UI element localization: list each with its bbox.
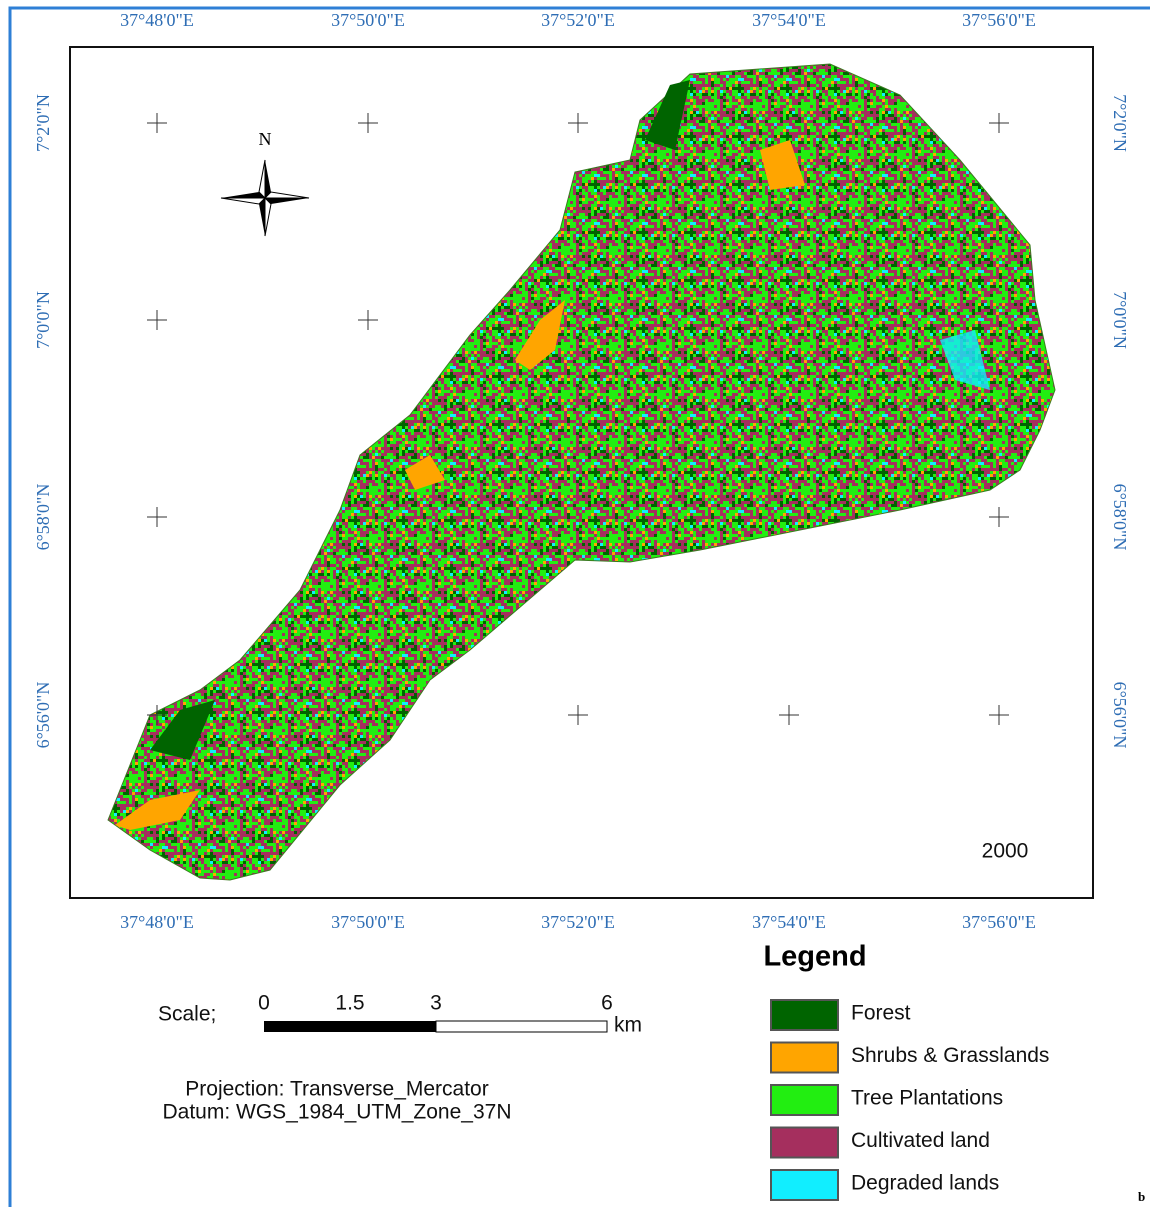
scale-tick: 3	[430, 992, 442, 1015]
legend-label: Cultivated land	[851, 1129, 990, 1152]
top-coord: 37°48'0"E	[120, 10, 194, 30]
right-coord: 6°58'0"N	[1110, 484, 1130, 551]
top-coord: 37°54'0"E	[752, 10, 826, 30]
top-coord: 37°52'0"E	[541, 10, 615, 30]
legend-swatch	[771, 1000, 838, 1030]
bottom-coord: 37°54'0"E	[752, 912, 826, 932]
legend-swatch	[771, 1128, 838, 1158]
scale-tick: 0	[258, 992, 270, 1015]
projection: Projection: Transverse_Mercator	[185, 1078, 488, 1101]
left-coord: 7°2'0"N	[33, 94, 53, 152]
scale-unit: km	[614, 1014, 642, 1037]
right-coord: 7°2'0"N	[1110, 94, 1130, 152]
legend-label: Forest	[851, 1002, 911, 1025]
left-coord: 6°58'0"N	[33, 484, 53, 551]
panel-label: b	[1138, 1189, 1145, 1204]
left-coord: 7°0'0"N	[33, 291, 53, 349]
bottom-coord: 37°56'0"E	[962, 912, 1036, 932]
left-coord: 6°56'0"N	[33, 682, 53, 749]
scale-title: Scale;	[158, 1003, 216, 1026]
scale-tick: 6	[601, 992, 613, 1015]
bottom-coord: 37°50'0"E	[331, 912, 405, 932]
legend-label: Degraded lands	[851, 1172, 999, 1195]
top-coord: 37°56'0"E	[962, 10, 1036, 30]
legend-swatch	[771, 1085, 838, 1115]
legend-label: Shrubs & Grasslands	[851, 1044, 1049, 1067]
scale-tick: 1.5	[335, 992, 364, 1015]
top-coord: 37°50'0"E	[331, 10, 405, 30]
year-label: 2000	[982, 840, 1029, 863]
north-label: N	[259, 129, 272, 149]
bottom-coord: 37°48'0"E	[120, 912, 194, 932]
datum: Datum: WGS_1984_UTM_Zone_37N	[163, 1101, 512, 1124]
right-coord: 7°0'0"N	[1110, 291, 1130, 349]
bottom-coord: 37°52'0"E	[541, 912, 615, 932]
scale-bar-white	[436, 1021, 607, 1032]
legend-swatch	[771, 1043, 838, 1073]
legend-title: Legend	[763, 941, 866, 973]
legend-label: Tree Plantations	[851, 1087, 1003, 1110]
right-coord: 6°56'0"N	[1110, 682, 1130, 749]
legend-swatch	[771, 1170, 838, 1200]
map-figure: N 2000 Legend Scale; km Projection: Tran…	[0, 0, 1150, 1207]
scale-bar-black	[264, 1021, 436, 1032]
